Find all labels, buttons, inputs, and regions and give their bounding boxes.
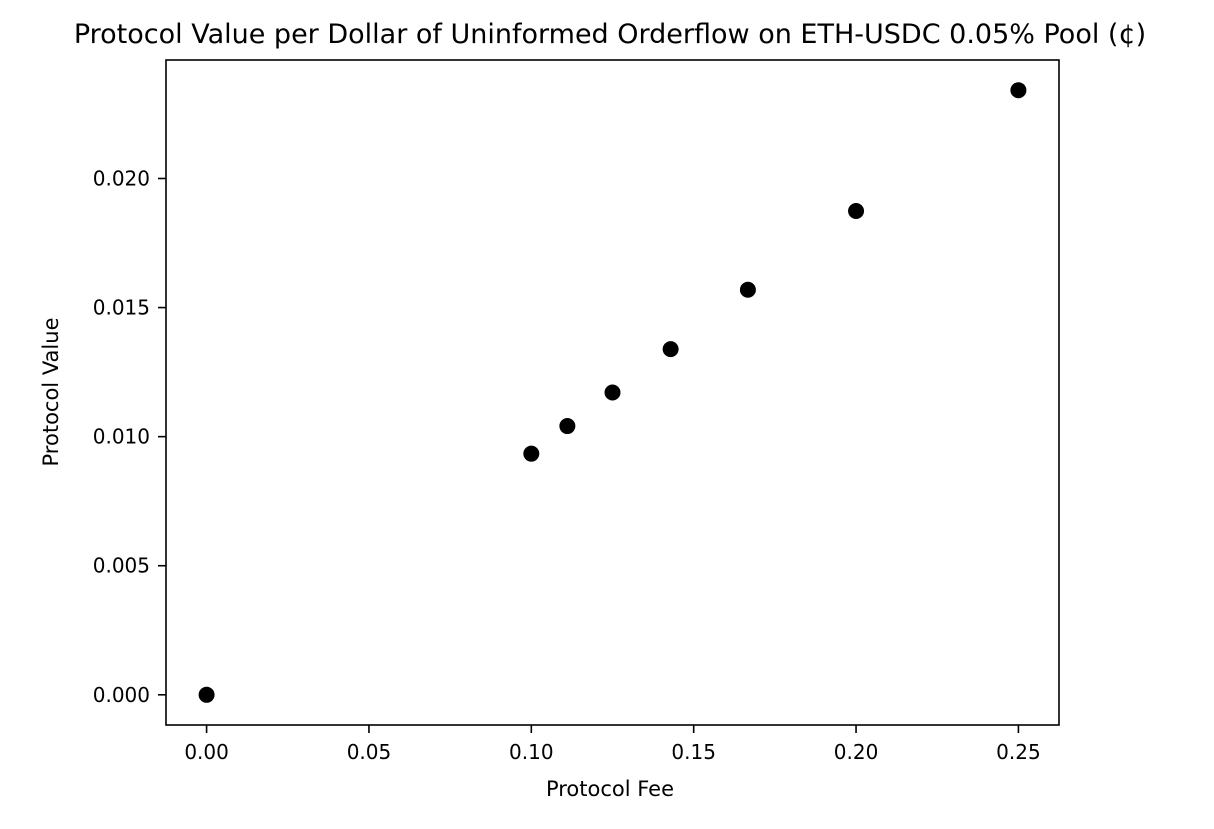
chart-title: Protocol Value per Dollar of Uninformed … bbox=[74, 19, 1146, 50]
x-axis: 0.00 0.05 0.10 0.15 0.20 0.25 bbox=[184, 725, 1041, 764]
x-axis-label: Protocol Fee bbox=[546, 777, 674, 801]
x-tick-label: 0.05 bbox=[347, 740, 392, 764]
y-tick-label: 0.000 bbox=[93, 683, 150, 707]
data-point bbox=[523, 445, 540, 462]
data-point bbox=[662, 341, 679, 358]
y-axis-label: Protocol Value bbox=[39, 318, 63, 467]
x-tick-label: 0.10 bbox=[509, 740, 554, 764]
x-tick-label: 0.15 bbox=[671, 740, 716, 764]
data-point bbox=[198, 686, 215, 703]
y-tick-label: 0.020 bbox=[93, 166, 150, 190]
x-tick-label: 0.00 bbox=[184, 740, 229, 764]
data-points bbox=[198, 82, 1027, 703]
data-point bbox=[848, 203, 865, 220]
y-tick-label: 0.015 bbox=[93, 296, 150, 320]
data-point bbox=[739, 281, 756, 298]
data-point bbox=[604, 384, 621, 401]
data-point bbox=[559, 418, 576, 435]
y-tick-label: 0.005 bbox=[93, 554, 150, 578]
y-tick-label: 0.010 bbox=[93, 425, 150, 449]
y-axis: 0.000 0.005 0.010 0.015 0.020 bbox=[93, 166, 166, 707]
plot-area bbox=[165, 59, 1060, 726]
x-tick-label: 0.20 bbox=[834, 740, 879, 764]
x-tick-label: 0.25 bbox=[996, 740, 1041, 764]
data-point bbox=[1010, 82, 1027, 99]
